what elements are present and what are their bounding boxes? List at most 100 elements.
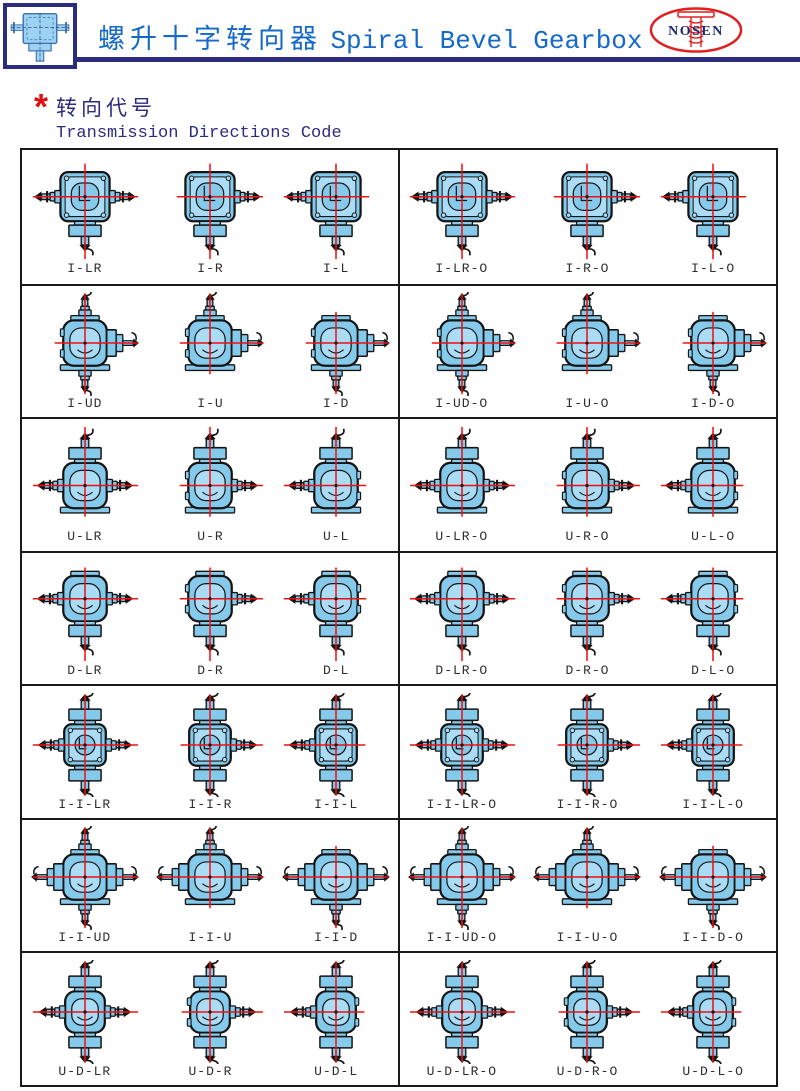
directions-table: I-LR I-R I-L I-LR-O I-R-O I-L-O I-UD I-U I-D I-UD… [20, 148, 778, 1087]
gearbox-diagram [409, 692, 515, 797]
gearbox-diagram [32, 427, 138, 518]
direction-code-label: I-I-U-O [556, 930, 619, 946]
gearbox-diagram [156, 826, 265, 909]
section-heading: * 转向代号 Transmission Directions Code [34, 89, 342, 144]
gearbox-diagram [32, 692, 138, 797]
gearbox-diagram [180, 567, 264, 662]
direction-code-label: I-U [197, 395, 224, 411]
gearbox-cell: I-I-U [153, 826, 267, 945]
logo-ellipse [649, 7, 743, 53]
direction-code-label: I-UD [67, 395, 103, 411]
direction-code-label: I-LR [67, 261, 103, 277]
gearbox-diagram [409, 427, 515, 518]
gearbox-diagram [284, 567, 367, 662]
gearbox-diagram [409, 163, 515, 260]
direction-code-label: U-D-LR-O [426, 1063, 498, 1079]
direction-code-label: U-D-L-O [682, 1063, 744, 1079]
table-row: U-D-LR U-D-R U-D-L U-D-LR-O U-D-R-O U-D-L-O [22, 951, 776, 1085]
gearbox-cell: U-D-R [153, 959, 267, 1079]
gearbox-diagram [557, 291, 642, 375]
gearbox-diagram [554, 163, 641, 260]
direction-code-label: D-L-O [691, 662, 736, 678]
gearbox-cell: I-I-L-O [656, 692, 770, 812]
direction-code-label: U-D-LR [58, 1063, 112, 1079]
gearbox-cell: I-D [279, 292, 393, 411]
gearbox-cell: I-LR [28, 157, 142, 276]
gearbox-cell: U-D-LR [28, 959, 142, 1079]
gearbox-cell: I-I-UD-O [405, 826, 519, 945]
gearbox-diagram [284, 163, 370, 260]
gearbox-cell: U-D-L [279, 959, 393, 1079]
gearbox-cell: D-R [153, 559, 267, 678]
gearbox-cell: I-R [153, 157, 267, 276]
direction-code-label: I-I-D-O [682, 930, 744, 946]
gearbox-cell: I-I-D [279, 826, 393, 945]
brand-name-text: NOSEN [668, 24, 724, 39]
gearbox-diagram [661, 427, 744, 518]
gearbox-diagram [409, 567, 515, 662]
direction-code-label: I-R [197, 261, 224, 277]
direction-code-label: U-D-R [188, 1063, 233, 1079]
direction-code-label: I-I-L-O [682, 796, 744, 812]
direction-code-label: I-D-O [691, 395, 736, 411]
direction-code-label: D-R-O [565, 662, 610, 678]
gearbox-cell: I-I-D-O [656, 826, 770, 945]
gearbox-cell: U-D-LR-O [405, 959, 519, 1079]
page-title: 螺升十字转向器 Spiral Bevel Gearbox [98, 17, 643, 56]
direction-code-label: U-LR-O [435, 529, 489, 545]
table-row: I-LR I-R I-L I-LR-O I-R-O I-L-O [22, 150, 776, 284]
direction-code-label: U-R [197, 529, 224, 545]
direction-code-label: I-I-LR [58, 796, 112, 812]
gearbox-cell: I-I-LR [28, 692, 142, 812]
gearbox-diagram [557, 567, 641, 662]
gearbox-diagram [32, 959, 138, 1064]
section-title-chinese: 转向代号 [56, 96, 157, 120]
table-row: I-I-LR I-I-R I-I-L I-I-LR-O I-I-R-O I-I-L-O [22, 684, 776, 818]
gearbox-cell: I-U [153, 291, 267, 411]
direction-code-label: I-U-O [565, 395, 610, 411]
gearbox-cell: I-U-O [530, 291, 644, 411]
gearbox-cell: U-L-O [656, 425, 770, 544]
gearbox-cell: U-D-L-O [656, 959, 770, 1079]
gearbox-diagram [559, 959, 641, 1064]
gearbox-cell: D-LR [28, 559, 142, 678]
direction-code-label: D-LR-O [435, 662, 489, 678]
gearbox-cell: U-LR-O [405, 425, 519, 544]
gearbox-cell: U-R [153, 425, 267, 544]
gearbox-diagram [282, 845, 391, 931]
direction-code-label: I-L [322, 261, 350, 277]
gearbox-cell: I-UD [28, 291, 142, 411]
gearbox-cell: D-L-O [656, 559, 770, 678]
table-row: I-I-UD I-I-U I-I-D I-I-UD-O I-I-U-O I-I-D-O [22, 817, 776, 952]
gearbox-diagram [533, 826, 642, 909]
gearbox-diagram [284, 692, 366, 797]
gearbox-cell: I-R-O [530, 157, 644, 276]
gearbox-diagram [661, 692, 743, 797]
section-title-english: Transmission Directions Code [56, 124, 342, 143]
gearbox-diagram [54, 291, 139, 396]
direction-code-label: I-R-O [565, 261, 610, 277]
screw-jack-icon [677, 11, 715, 47]
gearbox-diagram [661, 163, 747, 260]
direction-code-label: I-I-R [188, 796, 233, 812]
direction-code-label: I-I-U [188, 930, 233, 946]
gearbox-diagram [661, 567, 744, 662]
direction-code-label: I-I-UD-O [426, 930, 498, 946]
gearbox-cell: I-L-O [656, 157, 770, 276]
direction-code-label: U-L [322, 529, 350, 545]
gearbox-cell: I-I-U-O [530, 826, 644, 945]
gearbox-diagram [32, 567, 138, 662]
direction-code-label: D-L [322, 662, 350, 678]
gearbox-cell: I-LR-O [405, 157, 519, 276]
table-center-divider [398, 150, 400, 1085]
gearbox-diagram [32, 163, 138, 260]
gearbox-cell: I-L [279, 157, 393, 276]
direction-code-label: I-L-O [691, 261, 736, 277]
gearbox-cell: I-UD-O [405, 291, 519, 411]
gearbox-diagram [557, 427, 641, 518]
direction-code-label: I-I-UD [58, 930, 112, 946]
gearbox-cell: I-I-R-O [530, 692, 644, 812]
gearbox-cell: I-I-L [279, 692, 393, 812]
gearbox-cell: I-D-O [656, 292, 770, 411]
